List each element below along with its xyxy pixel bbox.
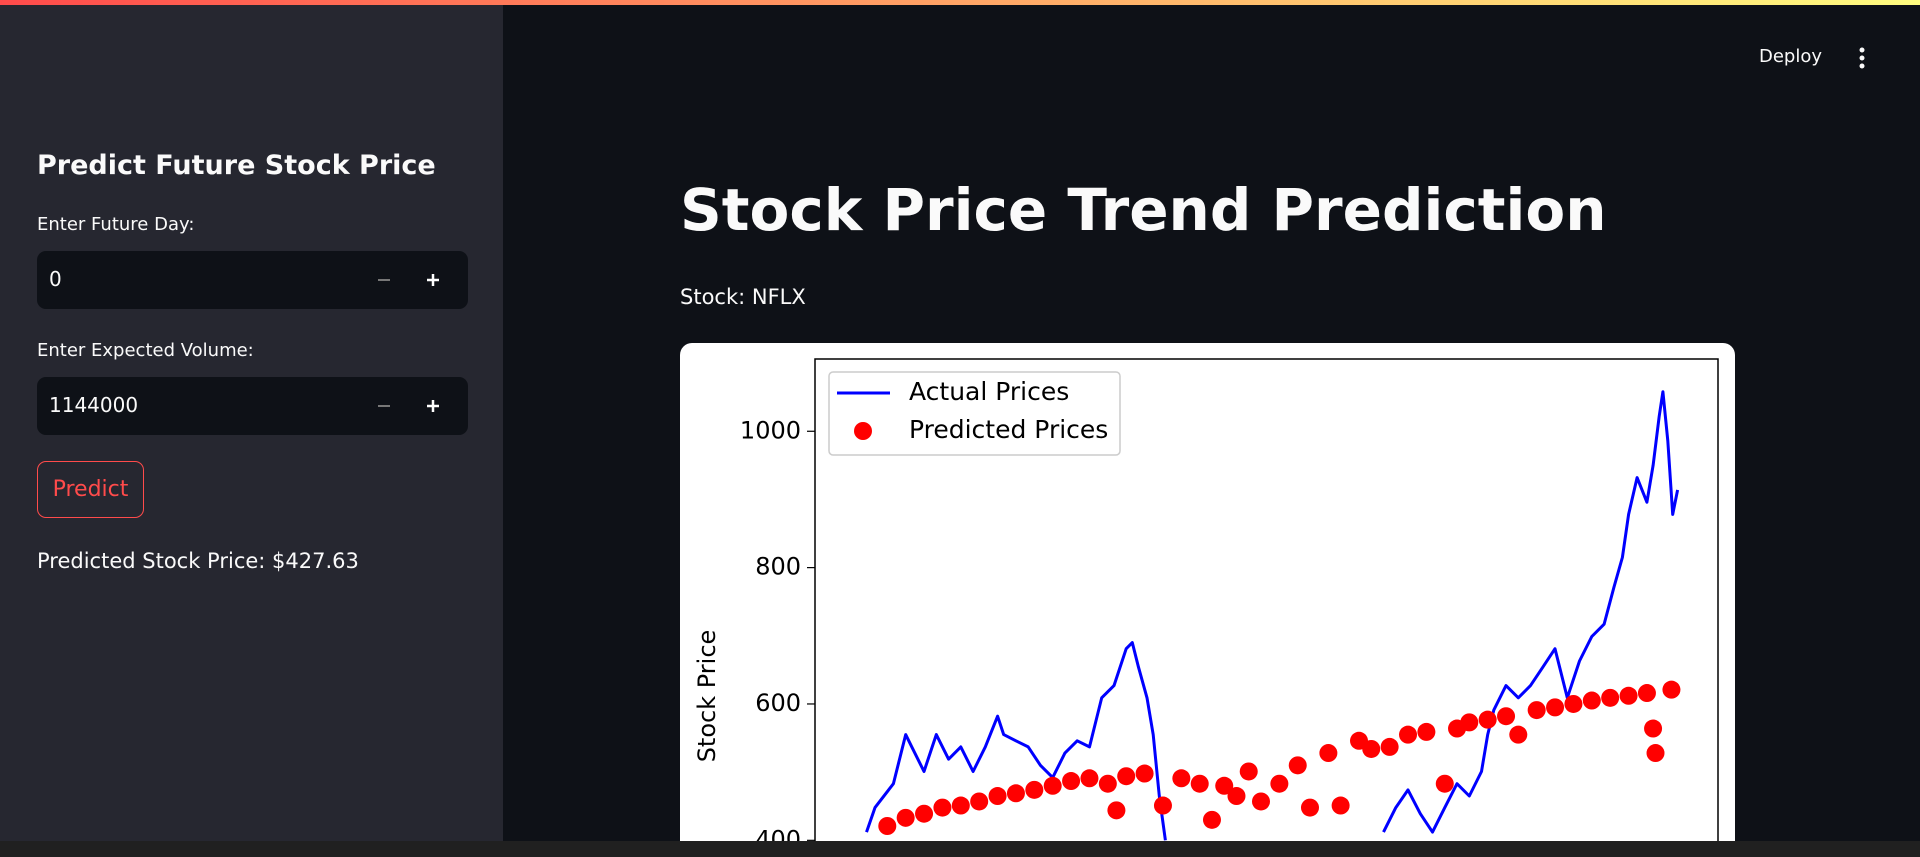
predicted-point <box>1478 710 1497 729</box>
page-title: Stock Price Trend Prediction <box>680 176 1607 244</box>
stepper <box>378 400 439 412</box>
predicted-point <box>1619 686 1638 705</box>
legend-label: Actual Prices <box>909 377 1069 406</box>
predicted-point <box>1080 769 1099 788</box>
predicted-point <box>1435 774 1454 793</box>
predicted-point <box>1025 780 1044 799</box>
predicted-point <box>1646 744 1665 763</box>
predicted-point <box>1172 769 1191 788</box>
predicted-point <box>1644 719 1663 738</box>
stock-label: Stock: NFLX <box>680 285 806 309</box>
main-menu[interactable] <box>1852 46 1872 70</box>
chart-card: Stock Price 400 600 800 1000 Actual Prices Pr… <box>680 343 1735 841</box>
sidebar-title: Predict Future Stock Price <box>37 150 436 181</box>
result-text: Predicted Stock Price: $427.63 <box>37 549 359 573</box>
predicted-point <box>1546 698 1565 717</box>
legend-swatch <box>854 422 872 440</box>
predicted-point <box>1215 776 1234 795</box>
legend-label: Predicted Prices <box>909 415 1108 444</box>
predicted-point <box>1564 694 1583 713</box>
predicted-point <box>970 792 989 811</box>
predicted-point <box>1300 798 1319 817</box>
predicted-point <box>1288 756 1307 775</box>
axes-frame <box>814 358 1719 841</box>
predicted-point <box>1417 722 1436 741</box>
predicted-point <box>1006 784 1025 803</box>
taskbar <box>0 841 1920 857</box>
predicted-point <box>933 798 952 817</box>
input-value[interactable]: 1144000 <box>49 393 139 417</box>
predicted-point <box>1117 767 1136 786</box>
predicted-point <box>1319 744 1338 763</box>
sidebar: Predict Future Stock Price Enter Future … <box>0 0 503 857</box>
predicted-point <box>1460 713 1479 732</box>
predicted-point <box>1153 796 1172 815</box>
legend-box <box>828 371 1121 456</box>
field-label: Enter Expected Volume: <box>37 340 254 361</box>
y-tick-label: 600 <box>755 689 801 717</box>
y-tick-label: 400 <box>755 825 801 841</box>
input-value[interactable]: 0 <box>49 267 62 291</box>
predicted-point <box>1362 739 1381 758</box>
predicted-point <box>1270 774 1289 793</box>
predicted-point <box>1637 684 1656 703</box>
predicted-point <box>915 804 934 823</box>
predicted-point <box>1251 792 1270 811</box>
y-axis-label: Stock Price <box>693 630 721 763</box>
predicted-point <box>1135 764 1154 783</box>
deploy-button[interactable]: Deploy <box>1759 46 1823 67</box>
predicted-point <box>878 817 897 836</box>
predicted-point <box>1399 725 1418 744</box>
actual-line <box>865 390 1680 841</box>
predicted-point <box>896 808 915 827</box>
predicted-point <box>1062 772 1081 791</box>
predicted-point <box>1107 801 1126 820</box>
plot-area <box>865 390 1681 841</box>
predicted-point <box>1509 725 1528 744</box>
predicted-point <box>1497 707 1516 726</box>
predicted-point <box>1527 701 1546 720</box>
predicted-point <box>1601 688 1620 707</box>
number-input[interactable]: 0 <box>37 251 468 309</box>
y-tick-label: 1000 <box>740 416 801 444</box>
predicted-point <box>1582 691 1601 710</box>
predicted-point <box>1227 787 1246 806</box>
predicted-point <box>1239 762 1258 781</box>
stepper <box>378 274 439 286</box>
predicted-point <box>988 787 1007 806</box>
predicted-point <box>1043 776 1062 795</box>
field-label: Enter Future Day: <box>37 214 195 235</box>
chart: Stock Price 400 600 800 1000 Actual Prices Pr… <box>693 358 1719 841</box>
predicted-point <box>1098 774 1117 793</box>
predict-button[interactable]: Predict <box>37 461 144 518</box>
predicted-point <box>1190 774 1209 793</box>
predicted-point <box>1380 737 1399 756</box>
y-tick-label: 800 <box>755 553 801 581</box>
increment[interactable] <box>427 274 439 286</box>
top-decoration <box>0 0 1920 5</box>
increment[interactable] <box>427 400 439 412</box>
predicted-point <box>951 796 970 815</box>
predicted-point <box>1202 810 1221 829</box>
number-input[interactable]: 1144000 <box>37 377 468 435</box>
predicted-point <box>1331 796 1350 815</box>
predicted-point <box>1662 680 1681 699</box>
